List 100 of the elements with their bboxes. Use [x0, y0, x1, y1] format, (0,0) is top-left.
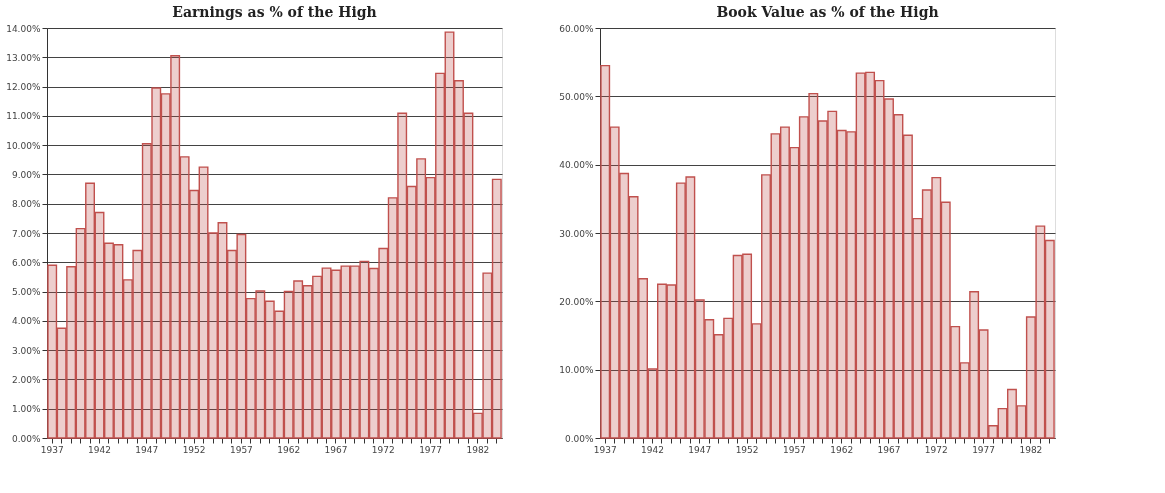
y-tick-label: 40.00% — [559, 160, 594, 171]
bar — [236, 233, 247, 439]
bar — [274, 310, 285, 439]
x-tick-label: 1962 — [830, 444, 854, 455]
bar — [56, 327, 67, 439]
x-tick-label: 1967 — [877, 444, 901, 455]
bar — [340, 265, 351, 439]
bar — [198, 166, 209, 439]
x-tick-label: 1957 — [229, 444, 253, 455]
x-tick-label: 1947 — [135, 444, 159, 455]
x-tick-label: 1977 — [972, 444, 996, 455]
x-tick-label: 1977 — [419, 444, 443, 455]
bar — [742, 253, 753, 439]
bar — [893, 114, 904, 439]
bar — [47, 264, 58, 439]
bar — [770, 133, 781, 439]
bar — [988, 425, 998, 439]
bar — [331, 269, 341, 439]
y-tick-label: 4.00% — [11, 316, 41, 327]
y-tick-label: 0.00% — [11, 433, 41, 444]
chart-title: Earnings as % of the High — [172, 4, 377, 20]
x-tick-label: 1967 — [324, 444, 348, 455]
bar — [104, 242, 114, 439]
bar — [160, 93, 171, 439]
y-tick-label: 10.00% — [559, 365, 594, 376]
bar — [628, 196, 639, 439]
bar — [1007, 388, 1017, 439]
bar — [600, 64, 611, 439]
bar — [425, 176, 436, 439]
bar — [189, 189, 200, 439]
bar — [312, 275, 323, 439]
bar — [779, 126, 790, 439]
bar — [1044, 239, 1055, 439]
bar — [1035, 225, 1046, 439]
bar — [141, 142, 152, 439]
bar — [482, 272, 493, 439]
bar — [921, 189, 932, 439]
bar — [789, 146, 800, 439]
bar — [122, 279, 133, 439]
x-tick-label: 1937 — [593, 444, 617, 455]
x-tick-label: 1942 — [88, 444, 111, 455]
bar — [264, 300, 275, 439]
bar — [491, 178, 502, 439]
bar — [463, 112, 474, 439]
x-tick-label: 1957 — [782, 444, 806, 455]
bar — [217, 222, 228, 439]
bar — [638, 278, 648, 439]
bar — [685, 176, 696, 439]
y-tick-label: 9.00% — [11, 169, 41, 180]
bar — [435, 72, 445, 439]
bar — [666, 284, 677, 439]
chart-title: Book Value as % of the High — [716, 4, 939, 20]
bar — [132, 249, 143, 439]
y-tick-label: 50.00% — [559, 91, 594, 102]
y-tick-label: 30.00% — [559, 228, 594, 239]
bar — [245, 297, 256, 439]
bar — [902, 134, 913, 439]
bar — [302, 285, 313, 439]
bar — [283, 290, 294, 439]
y-tick-label: 2.00% — [11, 374, 41, 385]
bar — [619, 172, 630, 439]
bar — [808, 92, 819, 439]
bar — [609, 126, 620, 439]
bar — [113, 244, 124, 439]
bar — [713, 334, 724, 439]
bar — [817, 120, 828, 439]
bar — [940, 201, 951, 439]
bar — [761, 174, 771, 439]
bar — [827, 110, 838, 439]
x-tick-label: 1972 — [924, 444, 948, 455]
bar — [208, 232, 218, 439]
bar — [874, 79, 885, 439]
bar — [85, 182, 95, 439]
bar — [798, 116, 809, 439]
y-tick-label: 12.00% — [6, 82, 41, 93]
y-tick-label: 8.00% — [11, 199, 41, 210]
bar — [751, 323, 762, 439]
bar — [472, 412, 483, 439]
bar — [378, 247, 389, 439]
bar — [454, 80, 464, 439]
bar — [293, 280, 304, 439]
bar — [75, 227, 86, 439]
x-tick-label: 1972 — [371, 444, 395, 455]
bar — [170, 55, 181, 439]
bar — [179, 156, 190, 439]
x-tick-label: 1982 — [1019, 444, 1043, 455]
x-tick-label: 1982 — [466, 444, 490, 455]
bar — [368, 267, 379, 439]
bar — [94, 211, 105, 439]
y-tick-label: 11.00% — [6, 111, 41, 122]
bar — [675, 182, 686, 439]
bar — [657, 283, 667, 439]
y-tick-label: 3.00% — [11, 345, 41, 356]
x-tick-label: 1947 — [688, 444, 712, 455]
y-tick-label: 13.00% — [6, 52, 41, 63]
bar — [959, 362, 970, 439]
bar — [694, 299, 705, 439]
x-tick-label: 1952 — [735, 444, 759, 455]
y-tick-label: 5.00% — [11, 287, 41, 298]
bar — [321, 267, 332, 439]
